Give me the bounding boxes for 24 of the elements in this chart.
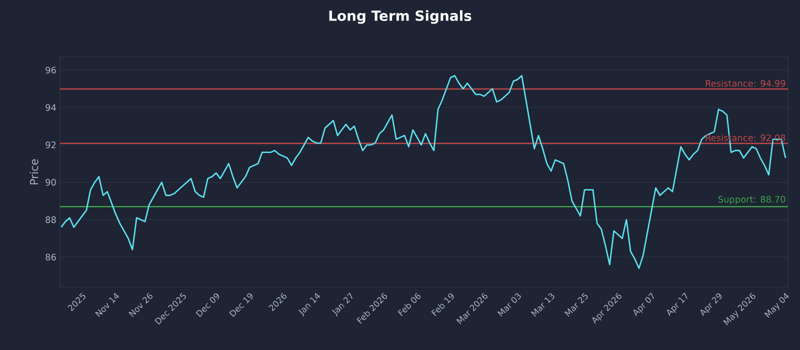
x-tick-label: Feb 19 bbox=[431, 293, 454, 316]
x-tick-label: Jan 27 bbox=[332, 292, 352, 317]
y-tick-label: 96 bbox=[46, 66, 56, 74]
x-tick-label: Mar 25 bbox=[564, 292, 588, 317]
ref-line-label: Support: 88.70 bbox=[718, 196, 786, 204]
y-tick-label: 92 bbox=[46, 141, 56, 148]
x-tick-label: Apr 29 bbox=[700, 293, 722, 316]
ref-line-label: Resistance: 94.99 bbox=[706, 80, 786, 87]
x-tick-label: Mar 03 bbox=[497, 293, 521, 317]
x-tick-label: Apr 07 bbox=[633, 292, 654, 316]
chart-title: Long Term Signals bbox=[329, 10, 472, 24]
x-tick-label: Mar 13 bbox=[530, 293, 554, 317]
y-tick-label: 90 bbox=[46, 178, 56, 186]
x-tick-label: Apr 17 bbox=[666, 292, 688, 316]
x-tick-label: Nov 26 bbox=[128, 292, 153, 318]
x-tick-label: Feb 06 bbox=[398, 292, 421, 316]
y-tick-label: 94 bbox=[46, 104, 56, 111]
x-tick-label: Dec 09 bbox=[196, 293, 220, 317]
y-tick-label: 86 bbox=[46, 254, 56, 260]
x-tick-label: Jan 14 bbox=[298, 292, 320, 317]
y-axis-title: Price bbox=[30, 159, 38, 184]
y-tick-label: 88 bbox=[46, 216, 56, 224]
x-tick-label: Nov 14 bbox=[95, 292, 120, 317]
x-tick-label: Dec 19 bbox=[229, 293, 253, 317]
